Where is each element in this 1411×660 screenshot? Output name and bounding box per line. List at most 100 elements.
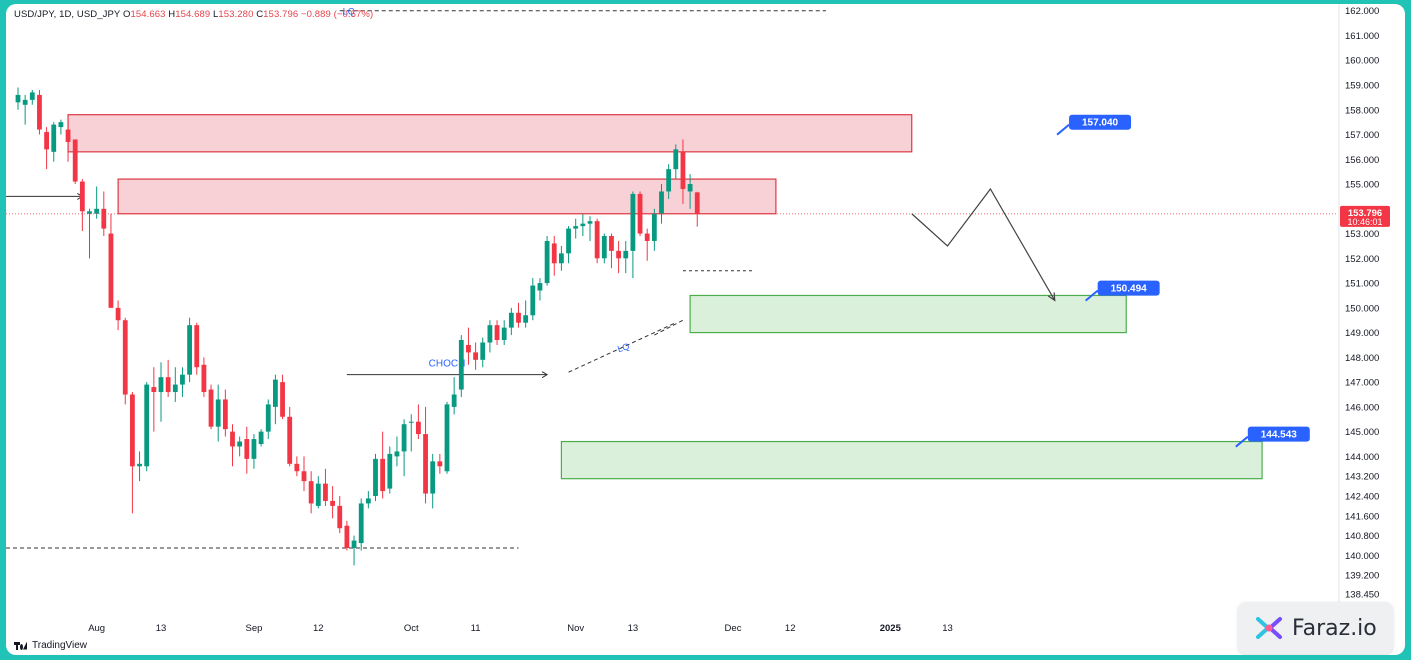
candle-body: [623, 250, 629, 259]
candle-body: [122, 320, 128, 395]
candle-body: [37, 94, 42, 130]
x-tick-label: Dec: [725, 623, 742, 634]
candle-body: [151, 387, 157, 393]
tradingview-logo[interactable]: TradingView: [14, 640, 87, 651]
x-tick-label: Nov: [567, 623, 584, 634]
candle-body: [365, 498, 371, 504]
x-tick-label: 11: [471, 623, 481, 634]
candle-body: [523, 315, 529, 323]
candle-body: [273, 379, 278, 407]
candle-body: [29, 92, 35, 100]
candle-body: [594, 221, 600, 259]
candle-body: [165, 377, 171, 393]
candle-body: [144, 384, 150, 467]
candle-body: [616, 250, 621, 259]
candle-body: [244, 439, 250, 459]
candle-body: [659, 191, 664, 214]
faraz-badge[interactable]: Faraz.io: [1238, 602, 1393, 654]
candle-body: [451, 394, 457, 407]
candle-body: [315, 483, 321, 506]
candle-body: [680, 151, 686, 189]
price-chart[interactable]: 162.000 161.000 160.000 159.000 158.000 157.0…: [6, 4, 1405, 655]
candle-body: [351, 540, 357, 549]
candle-body: [501, 327, 507, 341]
candle-body: [258, 431, 264, 445]
y-tick-label: 143.200: [1345, 472, 1379, 483]
chart-frame: 162.000 161.000 160.000 159.000 158.000 157.0…: [6, 4, 1405, 655]
y-tick-label: 149.000: [1345, 328, 1379, 339]
candle-body: [94, 208, 100, 214]
candle-body: [15, 94, 21, 103]
y-tick-label: 151.000: [1345, 279, 1379, 290]
label-144-box: [1247, 426, 1310, 442]
tradingview-logo-icon: [14, 641, 28, 650]
y-tick-label: 147.000: [1345, 378, 1379, 389]
supply-zone-lower: [117, 178, 777, 215]
candle-body: [437, 461, 443, 467]
candle-body: [330, 500, 335, 506]
candle-body: [137, 463, 142, 467]
label-157-pointer: [1056, 123, 1070, 136]
candle-body: [51, 124, 57, 152]
label-150-pointer: [1085, 289, 1099, 302]
candle-body: [458, 340, 464, 390]
open-value: 154.663: [130, 9, 166, 20]
y-tick-label: 152.000: [1345, 254, 1379, 265]
candle-body: [666, 169, 672, 192]
candle-body: [237, 441, 243, 447]
candle-body: [301, 471, 307, 482]
y-tick-label: 157.000: [1345, 130, 1379, 141]
candle-body: [687, 184, 693, 192]
candle-body: [208, 389, 214, 427]
candle-body: [308, 481, 314, 504]
candle-body: [337, 505, 343, 529]
y-tick-label: 138.450: [1345, 589, 1379, 600]
candle-body: [573, 226, 579, 229]
candle-body: [401, 424, 407, 452]
supply-zone-upper: [67, 114, 913, 153]
y-tick-label: 144.000: [1345, 452, 1379, 463]
x-tick-label: Sep: [245, 623, 262, 634]
candle-body: [637, 193, 643, 234]
faraz-wordmark: Faraz.io: [1292, 615, 1377, 641]
close-value: 153.796: [263, 9, 299, 20]
candle-body: [394, 451, 400, 457]
y-tick-label: 140.000: [1345, 551, 1379, 562]
ohlc-legend: USD/JPY, 1D, USD_JPY O154.663 H154.689 L…: [14, 9, 374, 20]
change-value: −0.889 (−0.57%): [300, 9, 374, 20]
projected-path: [911, 187, 1056, 301]
candle-body: [44, 132, 49, 150]
candle-body: [373, 458, 378, 497]
label-144: 144.543: [1261, 430, 1298, 441]
y-tick-label: 141.600: [1345, 511, 1379, 522]
candle-body: [108, 233, 114, 308]
candle-body: [444, 404, 450, 472]
candle-body: [65, 129, 71, 142]
candle-body: [580, 223, 586, 227]
x-tick-label: 12: [313, 623, 324, 634]
candle-body: [530, 285, 536, 316]
candle-body: [630, 193, 636, 251]
choch-arrow-head: [541, 371, 549, 379]
candle-body: [694, 192, 700, 214]
low-value: 153.280: [218, 9, 254, 20]
candle-body: [387, 453, 393, 489]
y-tick-label: 160.000: [1345, 56, 1379, 67]
candle-body: [87, 211, 92, 214]
countdown-label: 10:46:01: [1347, 217, 1382, 227]
candle-body: [101, 208, 107, 229]
tradingview-wordmark: TradingView: [32, 640, 88, 651]
candle-body: [380, 458, 386, 492]
candle-body: [287, 416, 293, 464]
candle-body: [487, 325, 493, 343]
demand-zone-upper: [689, 294, 1127, 334]
candle-body: [644, 233, 650, 241]
candle-body: [194, 325, 200, 368]
candle-body: [344, 525, 350, 549]
y-tick-label: 162.000: [1345, 6, 1379, 17]
label-157-box: [1069, 114, 1132, 130]
y-tick-label: 140.800: [1345, 531, 1379, 542]
label-150: 150.494: [1111, 284, 1148, 295]
candle-body: [508, 312, 514, 328]
candle-body: [544, 240, 550, 284]
